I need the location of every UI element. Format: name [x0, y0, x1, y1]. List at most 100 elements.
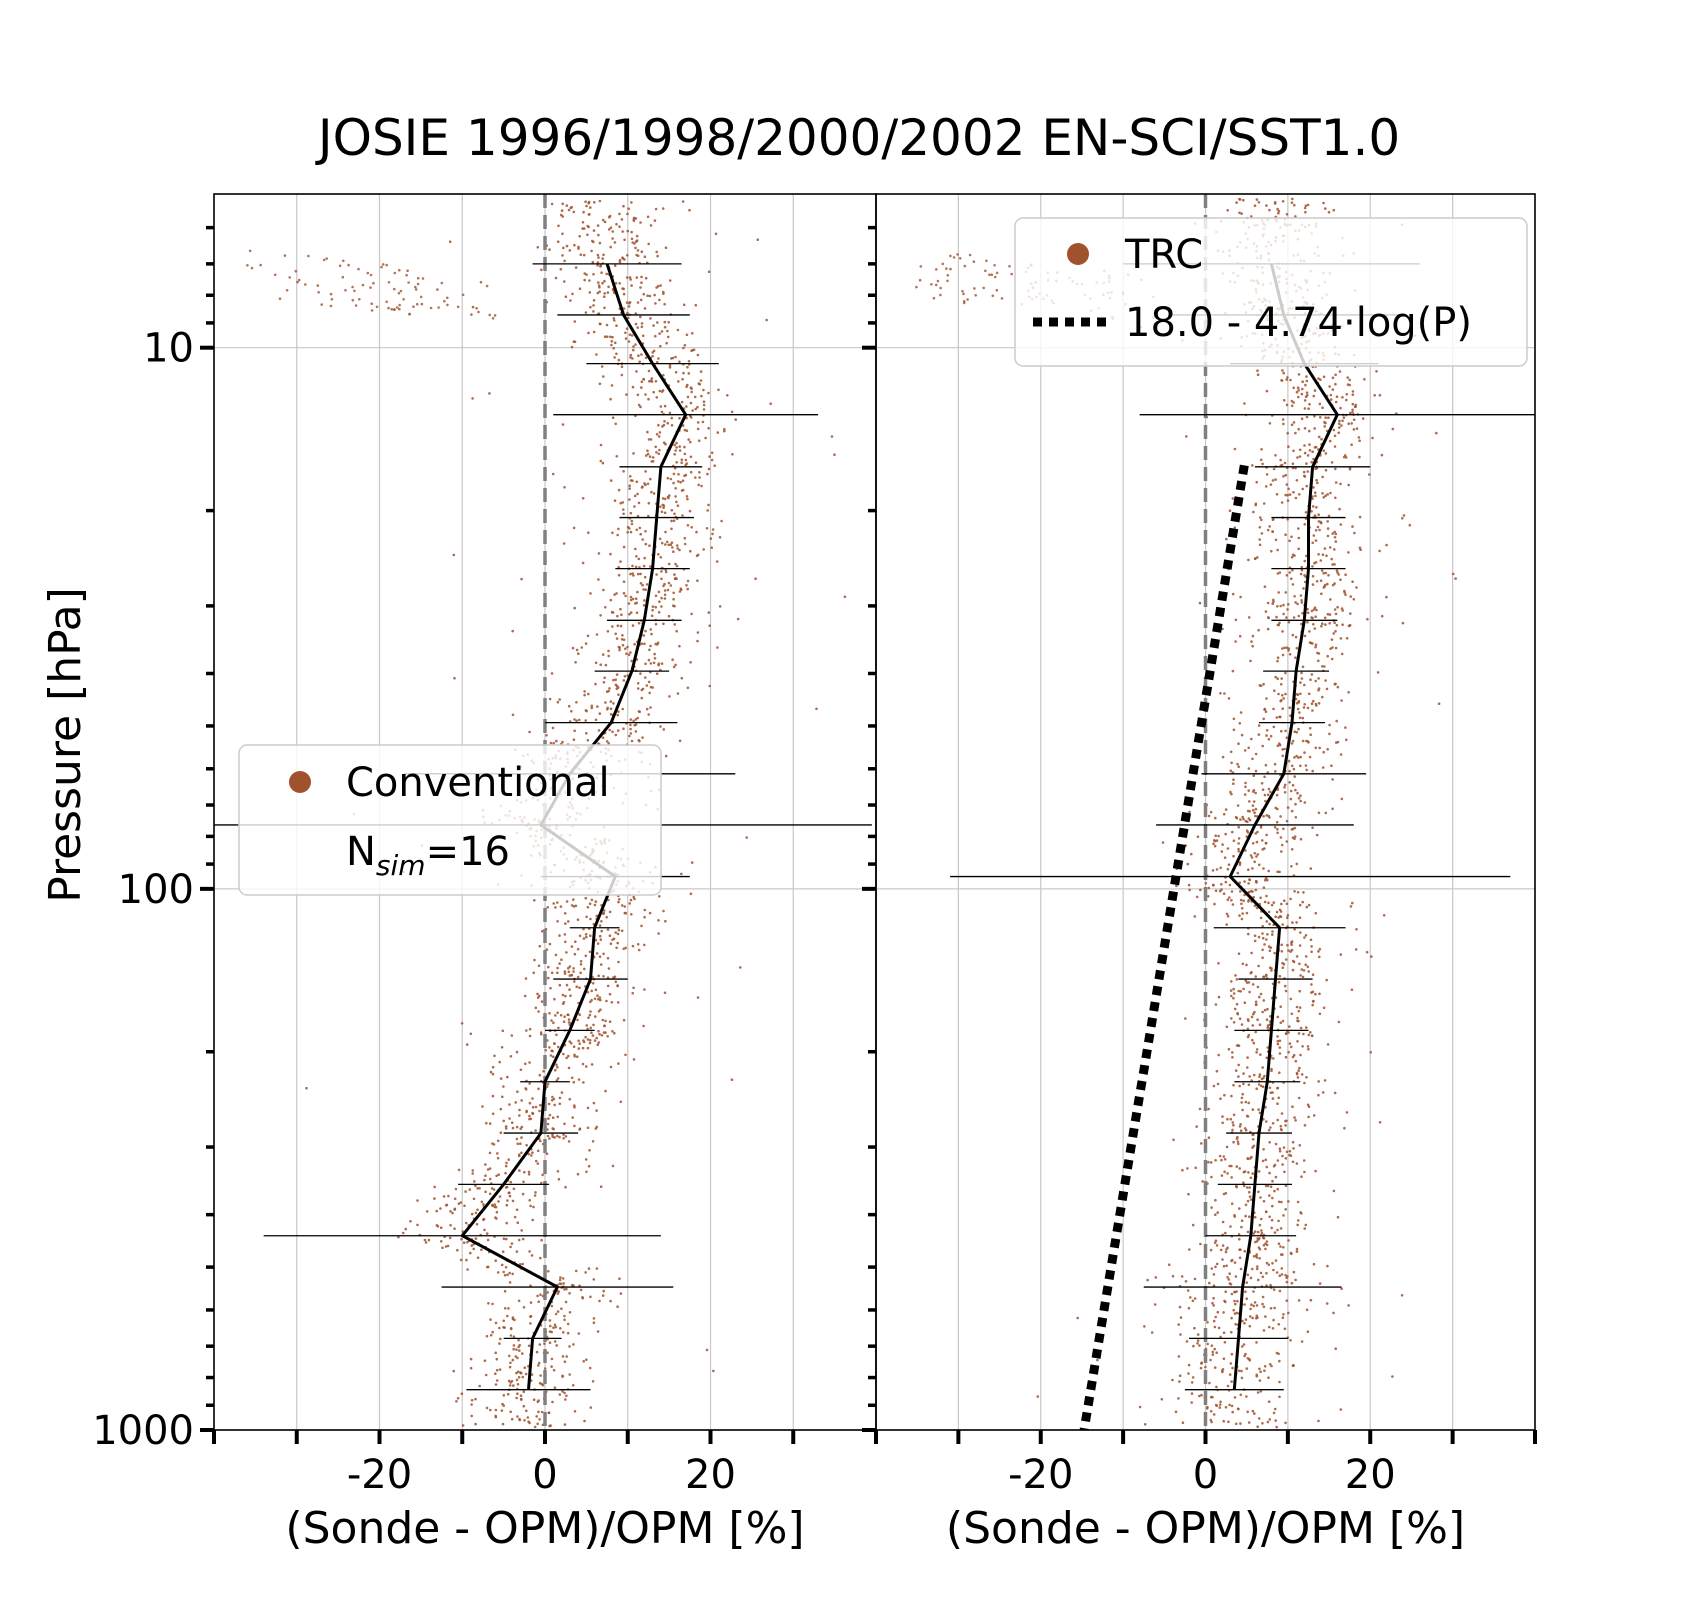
left-scatter-point	[563, 1122, 566, 1126]
left-scatter-point	[672, 519, 676, 522]
left-scatter-point	[615, 673, 619, 676]
left-scatter-point	[617, 566, 620, 569]
left-scatter-point	[678, 445, 681, 448]
right-scatter-point	[1235, 816, 1239, 820]
left-scatter-point	[614, 678, 617, 681]
left-scatter-point	[642, 588, 645, 591]
right-scatter-point	[1242, 987, 1245, 991]
right-scatter-point	[1297, 1009, 1301, 1013]
left-scatter-point	[666, 329, 669, 333]
left-scatter-point	[651, 354, 654, 358]
right-scatter-point	[1246, 1018, 1250, 1021]
left-scatter-point	[406, 269, 409, 273]
left-scatter-point	[471, 305, 475, 309]
right-scatter-point	[1298, 1006, 1302, 1009]
left-scatter-point	[588, 291, 592, 294]
left-scatter-point	[285, 289, 289, 292]
right-scatter-point	[1287, 603, 1290, 606]
left-scatter-point	[626, 254, 629, 257]
left-x-axis-label: (Sonde - OPM)/OPM [%]	[285, 1503, 804, 1554]
right-scatter-point	[1230, 1380, 1233, 1383]
right-scatter-point	[1218, 1154, 1222, 1158]
right-scatter-point	[1294, 788, 1297, 792]
left-scatter-point	[663, 404, 667, 408]
right-scatter-point	[1291, 968, 1295, 972]
left-scatter-point	[527, 1173, 531, 1176]
left-scatter-point	[494, 1259, 498, 1262]
left-scatter-point	[587, 1016, 590, 1019]
right-scatter-point	[1275, 615, 1278, 619]
left-scatter-point	[552, 741, 555, 745]
right-scatter-point	[1314, 467, 1317, 471]
right-scatter-point	[1272, 467, 1276, 471]
right-scatter-point	[1200, 1142, 1203, 1145]
left-scatter-point	[631, 385, 635, 389]
left-scatter-point	[632, 219, 636, 223]
left-scatter-point	[369, 273, 373, 277]
right-scatter-point	[1278, 1052, 1282, 1055]
right-scatter-point	[1263, 775, 1266, 779]
right-scatter-point	[1279, 1005, 1282, 1008]
right-scatter-point	[1287, 620, 1291, 624]
left-scatter-point	[680, 400, 684, 404]
right-scatter-point	[1340, 797, 1344, 801]
right-scatter-point	[1248, 878, 1252, 882]
right-scatter-point	[1295, 1071, 1299, 1075]
right-scatter-point	[1328, 439, 1332, 443]
left-scatter-point	[639, 572, 642, 576]
right-scatter-point	[1334, 532, 1338, 536]
right-scatter-point	[1232, 778, 1235, 781]
right-scatter-point	[1319, 559, 1323, 562]
left-scatter-point	[570, 1076, 574, 1080]
right-scatter-point	[1239, 990, 1242, 993]
right-scatter-point	[1268, 949, 1272, 952]
right-scatter-point	[1192, 1344, 1195, 1348]
right-scatter-point	[1267, 1263, 1271, 1267]
right-scatter-point	[1293, 730, 1297, 733]
right-scatter-point	[1247, 890, 1251, 894]
right-scatter-point	[1255, 1051, 1258, 1054]
right-scatter-point	[1228, 1272, 1231, 1275]
left-scatter-point	[690, 612, 693, 616]
right-scatter-point	[1322, 375, 1326, 379]
left-scatter-point	[639, 672, 642, 675]
right-scatter-point	[1287, 487, 1290, 491]
left-scatter-point	[512, 1335, 516, 1338]
right-scatter-point	[1225, 912, 1229, 916]
right-scatter-point	[1315, 580, 1319, 583]
left-scatter-point	[662, 441, 666, 445]
right-scatter-point	[1214, 889, 1218, 893]
right-scatter-point	[1276, 656, 1280, 659]
right-scatter-point	[1160, 1398, 1164, 1401]
left-scatter-point	[662, 728, 666, 731]
left-scatter-point	[685, 495, 689, 498]
left-scatter-point	[628, 498, 631, 501]
right-median-line	[1228, 263, 1339, 1390]
right-scatter-point	[1258, 1379, 1262, 1382]
left-scatter-point	[630, 237, 634, 241]
right-scatter-point	[1338, 507, 1341, 511]
right-scatter-point	[1296, 791, 1299, 795]
left-scatter-point	[504, 1266, 508, 1269]
left-scatter-point	[689, 549, 692, 553]
right-scatter-point	[1255, 855, 1258, 858]
left-scatter-point	[696, 996, 700, 999]
right-scatter-point	[1300, 1340, 1304, 1343]
right-scatter-point	[1231, 1366, 1234, 1370]
left-scatter-point	[568, 1097, 572, 1101]
right-scatter-point	[1238, 197, 1241, 201]
left-scatter-point	[674, 562, 677, 566]
right-scatter-point	[1266, 878, 1269, 882]
left-scatter-point	[670, 527, 673, 531]
left-scatter-point	[588, 950, 592, 954]
left-scatter-point	[615, 684, 619, 688]
right-scatter-point	[1451, 572, 1455, 576]
left-scatter-point	[675, 564, 679, 568]
left-scatter-point	[551, 1095, 554, 1099]
left-scatter-point	[584, 933, 588, 936]
left-scatter-point	[559, 1013, 563, 1017]
left-scatter-point	[498, 1342, 501, 1345]
left-scatter-point	[612, 347, 615, 350]
right-scatter-point	[1222, 892, 1226, 895]
left-scatter-point	[707, 270, 711, 274]
